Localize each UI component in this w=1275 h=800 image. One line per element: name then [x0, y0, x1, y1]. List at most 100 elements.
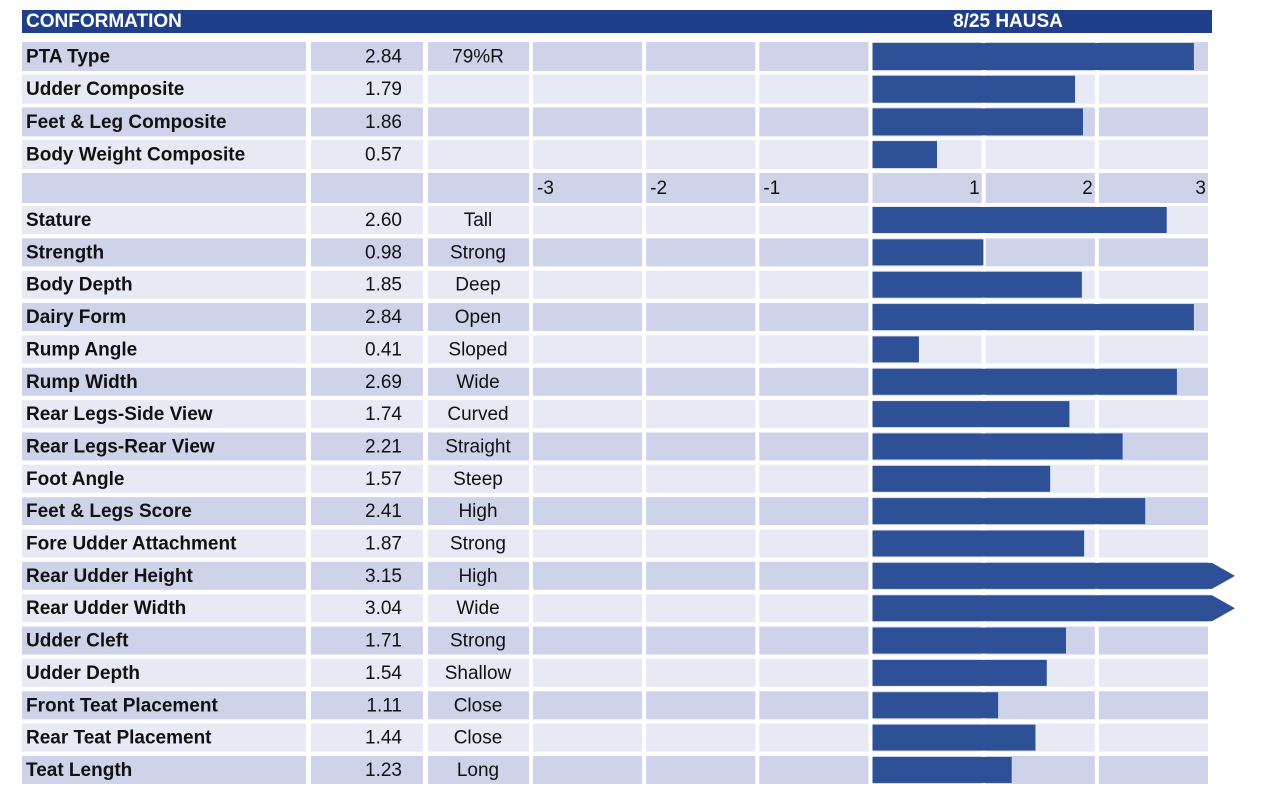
cell	[646, 206, 756, 234]
cell	[1098, 755, 1208, 784]
row-label: Teat Length	[26, 760, 132, 781]
descriptor: Shallow	[445, 663, 512, 684]
cell	[22, 74, 306, 104]
cell	[22, 432, 306, 461]
cell	[22, 691, 306, 720]
value-label: 2.84	[365, 307, 402, 328]
cell	[646, 107, 756, 137]
cell	[22, 529, 306, 558]
cell	[646, 464, 756, 493]
cell	[533, 529, 643, 558]
value-label: 1.74	[365, 404, 402, 425]
bar	[872, 43, 1194, 70]
cell	[22, 561, 306, 590]
bar	[872, 756, 1012, 783]
cell	[646, 626, 756, 655]
row-label: Udder Cleft	[26, 631, 129, 652]
cell	[759, 432, 869, 461]
cell	[428, 74, 529, 104]
value-label: 2.84	[365, 47, 402, 68]
cell	[759, 691, 869, 720]
descriptor: Sloped	[448, 339, 507, 360]
chart-subtitle: 8/25 HAUSA	[953, 11, 1063, 32]
chart-title: CONFORMATION	[26, 11, 182, 32]
bar	[872, 659, 1047, 686]
value-label: 2.69	[365, 372, 402, 393]
row-label: Feet & Legs Score	[26, 501, 192, 522]
cell	[428, 658, 529, 687]
cell	[22, 206, 306, 234]
cell	[533, 755, 643, 784]
cell	[985, 238, 1095, 267]
cell	[311, 432, 423, 461]
cell	[428, 691, 529, 720]
bar	[872, 498, 1146, 525]
x-tick-label: -2	[650, 178, 667, 199]
x-tick-label: -3	[537, 178, 554, 199]
cell	[311, 400, 423, 429]
cell	[311, 74, 423, 104]
cell	[1098, 140, 1208, 170]
x-tick-label: 1	[969, 178, 980, 199]
bar	[872, 141, 938, 169]
value-label: 1.79	[365, 79, 402, 100]
value-label: 3.04	[365, 598, 402, 619]
value-label: 0.41	[365, 339, 402, 360]
cell	[311, 497, 423, 526]
cell	[311, 626, 423, 655]
cell	[646, 755, 756, 784]
bar	[872, 692, 999, 719]
cell	[759, 42, 869, 71]
cell	[1098, 658, 1208, 687]
value-label: 2.60	[365, 210, 402, 231]
bar	[872, 465, 1051, 492]
cell	[22, 303, 306, 332]
cell	[1098, 529, 1208, 558]
cell	[646, 238, 756, 267]
cell	[533, 626, 643, 655]
cell	[428, 497, 529, 526]
value-label: 0.57	[365, 145, 402, 166]
cell	[759, 594, 869, 623]
cell	[22, 594, 306, 623]
descriptor: Wide	[456, 598, 499, 619]
value-label: 3.15	[365, 566, 402, 587]
cell	[646, 432, 756, 461]
row-label: Rear Teat Placement	[26, 728, 212, 749]
cell	[311, 270, 423, 299]
bar	[872, 595, 1235, 622]
bar	[872, 304, 1194, 331]
cell	[1098, 464, 1208, 493]
cell	[533, 594, 643, 623]
x-tick-label: -1	[763, 178, 780, 199]
cell	[759, 464, 869, 493]
cell	[533, 367, 643, 396]
cell	[1098, 270, 1208, 299]
cell	[759, 206, 869, 234]
cell	[311, 691, 423, 720]
descriptor: Strong	[450, 534, 506, 555]
cell	[1098, 626, 1208, 655]
row-label: Rump Angle	[26, 339, 137, 360]
cell	[428, 42, 529, 71]
cell	[1098, 173, 1208, 203]
cell	[759, 173, 869, 203]
value-label: 2.41	[365, 501, 402, 522]
cell	[311, 561, 423, 590]
descriptor: 79%R	[452, 47, 504, 68]
cell	[646, 74, 756, 104]
cell	[311, 464, 423, 493]
cell	[759, 140, 869, 170]
descriptor: Steep	[453, 469, 503, 490]
cell	[533, 238, 643, 267]
descriptor: Strong	[450, 631, 506, 652]
descriptor: Close	[454, 695, 503, 716]
cell	[533, 464, 643, 493]
cell	[646, 173, 756, 203]
cell	[759, 755, 869, 784]
cell	[533, 691, 643, 720]
cell	[646, 691, 756, 720]
cell	[311, 303, 423, 332]
cell	[985, 335, 1095, 364]
cell	[759, 561, 869, 590]
